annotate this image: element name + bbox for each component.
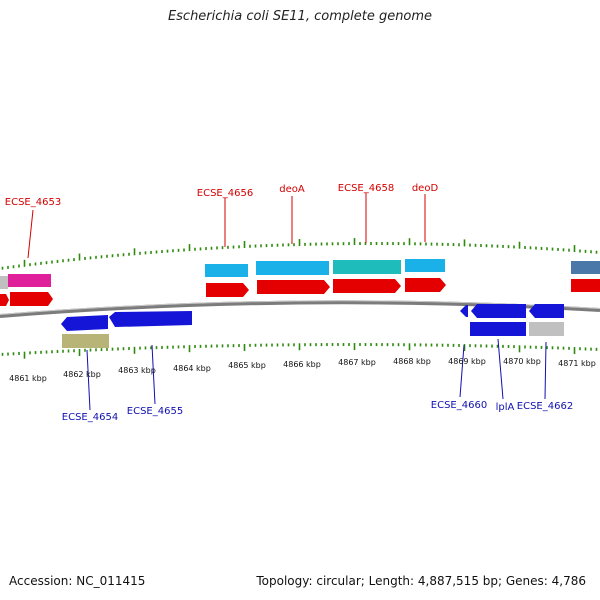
cds-arrow-left-edge[interactable] — [0, 294, 9, 306]
bottom-tick-row — [1, 343, 598, 359]
bottom-gene-labels: ECSE_4654 ECSE_4655 ECSE_4660 lplA ECSE_… — [62, 338, 573, 423]
figure-title: Escherichia coli SE11, complete genome — [167, 9, 433, 24]
cds-arrow-ECSE_4653[interactable] — [10, 292, 53, 306]
leader-line-ECSE_4660 — [459, 344, 465, 398]
cds-arrow-deoD[interactable] — [405, 278, 446, 292]
scale-label-4861: 4861 kbp — [9, 374, 47, 383]
scale-label-4863: 4863 kbp — [118, 366, 156, 375]
label-ECSE_4658[interactable]: ECSE_4658 — [338, 183, 394, 194]
cds-arrow-ECSE_4654[interactable] — [61, 315, 108, 331]
cds-arrow-ECSE_4660[interactable] — [460, 305, 468, 317]
genome-summary-text: Topology: circular; Length: 4,887,515 bp… — [256, 574, 586, 588]
gene-block-ECSE_4662[interactable] — [529, 322, 564, 336]
scale-label-4870: 4870 kbp — [503, 357, 541, 366]
cds-arrow-deoA[interactable] — [257, 280, 330, 294]
scale-labels: 4861 kbp 4862 kbp 4863 kbp 4864 kbp 4865… — [9, 357, 596, 383]
top-tick-row — [1, 238, 598, 270]
leader-line-ECSE_4653 — [27, 209, 34, 259]
gene-block-ECSE_4653[interactable] — [8, 274, 51, 287]
label-ECSE_4656[interactable]: ECSE_4656 — [197, 188, 253, 199]
label-ECSE_4662[interactable]: ECSE_4662 — [517, 401, 573, 412]
scale-label-4867: 4867 kbp — [338, 358, 376, 367]
gene-block-ECSE_4658[interactable] — [333, 260, 401, 274]
label-deoA[interactable]: deoA — [279, 184, 305, 195]
label-ECSE_4654[interactable]: ECSE_4654 — [62, 412, 118, 423]
leader-line-lplA — [497, 338, 504, 400]
forward-features — [0, 259, 600, 306]
scale-label-4866: 4866 kbp — [283, 360, 321, 369]
cds-arrow-ECSE_4655[interactable] — [109, 311, 192, 327]
gene-block-right-edge[interactable] — [571, 261, 600, 274]
gene-block-ECSE_4654[interactable] — [62, 334, 109, 348]
cds-arrow-right-edge[interactable] — [571, 279, 600, 292]
cds-arrow-ECSE_4662[interactable] — [529, 304, 564, 318]
gene-block-lplA[interactable] — [470, 322, 526, 336]
label-ECSE_4655[interactable]: ECSE_4655 — [127, 406, 183, 417]
leader-line-ECSE_4655 — [151, 344, 156, 405]
accession-text: Accession: NC_011415 — [9, 574, 146, 588]
gene-block-deoD[interactable] — [405, 259, 445, 272]
reverse-features — [61, 304, 564, 348]
gene-block-ECSE_4656[interactable] — [205, 264, 248, 277]
gene-block-gray-left[interactable] — [0, 276, 8, 289]
label-deoD[interactable]: deoD — [412, 183, 439, 194]
scale-label-4865: 4865 kbp — [228, 361, 266, 370]
leader-line-ECSE_4662 — [544, 341, 547, 400]
cds-arrow-ECSE_4658[interactable] — [333, 279, 401, 293]
label-lplA[interactable]: lplA — [496, 402, 515, 413]
scale-label-4864: 4864 kbp — [173, 364, 211, 373]
top-gene-labels: ECSE_4653 ECSE_4656 deoA ECSE_4658 deoD — [5, 183, 439, 259]
scale-label-4869: 4869 kbp — [448, 357, 486, 366]
cds-arrow-ECSE_4656[interactable] — [206, 283, 249, 297]
label-ECSE_4660[interactable]: ECSE_4660 — [431, 400, 487, 411]
scale-label-4862: 4862 kbp — [63, 370, 101, 379]
leader-line-ECSE_4654 — [86, 349, 91, 411]
label-ECSE_4653[interactable]: ECSE_4653 — [5, 197, 61, 208]
cds-arrow-lplA[interactable] — [471, 304, 526, 318]
gene-block-deoA[interactable] — [256, 261, 329, 275]
scale-label-4868: 4868 kbp — [393, 357, 431, 366]
scale-label-4871: 4871 kbp — [558, 359, 596, 368]
